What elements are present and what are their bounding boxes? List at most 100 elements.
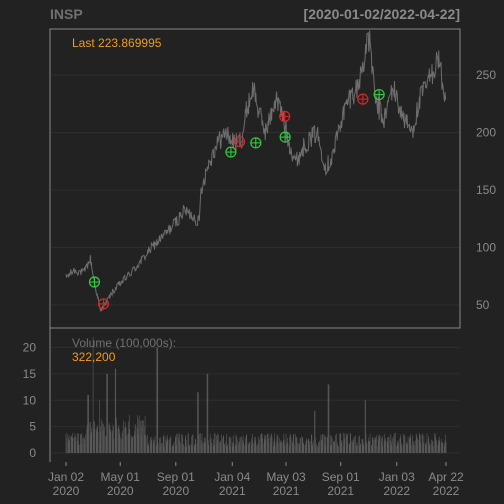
volume-bar (425, 443, 426, 453)
volume-bar (387, 437, 389, 453)
sell-signal (97, 298, 110, 310)
volume-bar (191, 446, 193, 453)
volume-bar (75, 436, 77, 453)
volume-bar (147, 443, 149, 453)
volume-bar (99, 442, 101, 453)
volume-bar (145, 435, 146, 453)
volume-bar (359, 444, 361, 453)
volume-bar (245, 434, 247, 453)
volume-bar (220, 440, 221, 453)
volume-bar (425, 441, 427, 453)
volume-bar (303, 443, 304, 453)
volume-bar (350, 441, 352, 453)
volume-bar (236, 436, 238, 453)
volume-bar (164, 446, 165, 453)
volume-bar (205, 438, 206, 453)
volume-bar (434, 433, 436, 453)
volume-bar (189, 445, 191, 453)
last-price-label: Last 223.869995 (72, 36, 162, 50)
volume-bar (137, 433, 139, 453)
volume-bar (337, 443, 338, 453)
volume-bar (175, 445, 177, 453)
volume-bar (277, 434, 279, 453)
volume-bar (195, 439, 196, 453)
volume-bar (128, 414, 130, 453)
volume-bar (180, 443, 181, 453)
volume-bar (116, 428, 118, 453)
volume-bar (192, 434, 194, 453)
volume-bar (97, 425, 98, 453)
volume-bar (327, 436, 328, 453)
volume-bar (378, 439, 379, 453)
volume-bar (165, 436, 167, 453)
volume-bar (409, 436, 410, 453)
volume-bar (340, 439, 342, 453)
volume-bar (413, 446, 414, 453)
volume-bar (90, 422, 91, 453)
volume-bar (404, 435, 405, 453)
volume-bar (410, 445, 412, 453)
volume-bar (309, 440, 310, 453)
volume-bar (318, 442, 320, 453)
volume-bar (289, 433, 291, 453)
volume-bar (213, 433, 215, 453)
buy-signal (279, 131, 291, 143)
volume-bar (415, 433, 417, 453)
volume-bar (186, 446, 187, 453)
volume-bar (333, 442, 334, 453)
volume-bar (202, 444, 203, 453)
volume-bar (219, 444, 221, 453)
volume-bar (242, 435, 244, 453)
volume-bar (381, 442, 382, 453)
volume-bar (290, 435, 291, 453)
volume-bar (183, 444, 184, 453)
volume-bar (271, 436, 273, 453)
volume-bar (369, 434, 371, 453)
volume-bar (268, 442, 269, 453)
volume-bar (262, 438, 263, 453)
x-tick-label-year: 2022 (433, 484, 460, 498)
volume-bar (250, 444, 252, 453)
volume-bar (376, 435, 377, 453)
volume-bar (343, 446, 345, 453)
volume-tick-label: 5 (29, 420, 36, 434)
volume-bar (423, 442, 424, 453)
x-tick-label-month: Apr 22 (428, 470, 464, 484)
volume-bar (254, 442, 256, 453)
volume-bar (214, 433, 216, 453)
x-tick-label-year: 2022 (383, 484, 410, 498)
volume-bar (77, 444, 79, 453)
volume-bar (247, 443, 249, 453)
volume-bar (255, 440, 257, 453)
volume-bar (431, 439, 433, 453)
volume-bar (114, 368, 116, 453)
volume-bar (159, 446, 161, 453)
volume-bar (68, 435, 70, 453)
volume-bar (348, 443, 350, 453)
volume-bar (100, 419, 102, 453)
volume-bar (398, 443, 399, 453)
volume-bar (105, 437, 107, 453)
volume-bar (377, 435, 379, 453)
volume-bar (222, 438, 224, 453)
volume-bar (194, 438, 196, 453)
volume-bar (144, 415, 146, 453)
volume-bar (239, 441, 240, 453)
volume-bar (159, 437, 160, 453)
volume-tick-label: 15 (23, 367, 37, 381)
volume-bar (375, 438, 377, 453)
volume-bar (194, 444, 195, 453)
volume-bar (248, 443, 250, 453)
volume-bar (400, 437, 402, 453)
volume-bar (154, 446, 155, 453)
x-tick-label-year: 2020 (107, 484, 134, 498)
volume-bar (399, 438, 401, 453)
volume-bar (397, 440, 399, 453)
volume-bar (375, 437, 376, 453)
volume-bar (260, 434, 262, 453)
volume-bar (353, 441, 354, 453)
volume-bar (163, 434, 165, 453)
volume-bar (346, 434, 348, 453)
volume-bar (285, 433, 287, 453)
